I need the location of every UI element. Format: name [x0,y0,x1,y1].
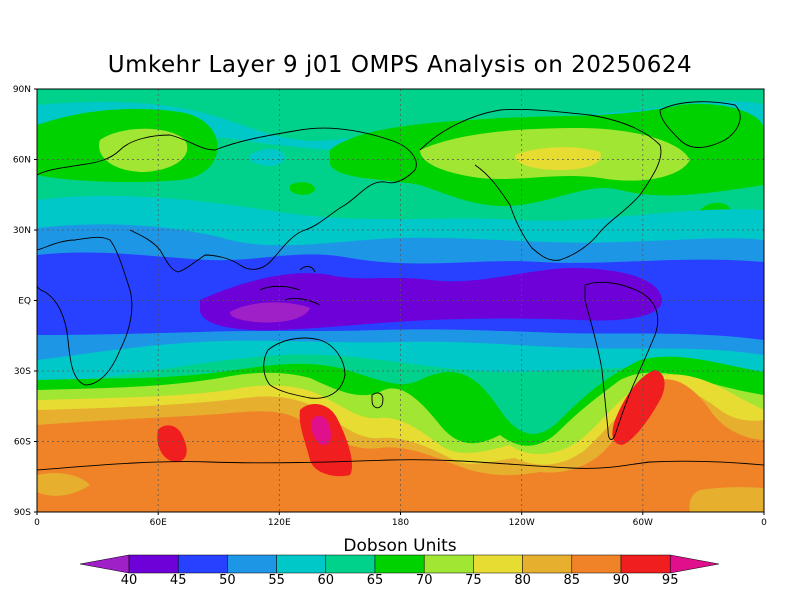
lat-tick-label: 90S [14,508,31,518]
colorbar-seg [473,554,523,574]
contour-band [157,425,187,462]
lon-axis: 0 60E 120E 180 120W 60W 0 [34,512,767,528]
coast-indonesia [259,266,321,306]
coast-greenland [659,101,741,148]
map-title: Umkehr Layer 9 j01 OMPS Analysis on 2025… [107,52,693,78]
colorbar-label: 60 [318,573,335,588]
colorbar-label: 75 [465,573,482,588]
colorbar: 40 45 50 55 60 65 70 75 80 85 90 95 [79,554,720,588]
colorbar-seg [669,554,720,574]
lat-tick-label: 30S [14,367,31,377]
lat-tick-label: 60S [14,438,31,448]
contour-band [689,487,764,512]
colorbar-label: 70 [416,573,433,588]
contour-band [99,128,188,172]
colorbar-label: 65 [367,573,384,588]
colorbar-label: 85 [564,573,581,588]
lat-tick-label: 60N [13,156,31,166]
colorbar-title: Dobson Units [343,536,457,556]
coast-asia [129,127,417,273]
contour-band [515,147,601,170]
lat-tick-label: 30N [13,226,31,236]
colorbar-seg [522,554,573,574]
colorbar-label: 40 [121,573,138,588]
contour-band [230,302,310,323]
coastlines [37,101,764,471]
colorbar-label: 50 [219,573,236,588]
colorbar-seg [128,554,179,574]
lon-tick-label: 60E [150,518,167,528]
contour-band [250,148,285,166]
colorbar-seg [79,554,130,574]
colorbar-seg [571,554,622,574]
contour-band [37,473,90,496]
colorbar-seg [177,554,228,574]
lon-tick-label: 0 [34,518,40,528]
coast-south-america [584,281,659,441]
colorbar-label: 95 [662,573,679,588]
coast-north-america [419,109,662,261]
contour-band [290,182,315,195]
colorbar-label: 90 [613,573,630,588]
colorbar-seg [276,554,327,574]
colorbar-label: 45 [170,573,187,588]
colorbar-seg [374,554,425,574]
colorbar-seg [325,554,376,574]
coast-new-zealand [371,392,384,409]
contour-band [612,370,665,445]
contour-band [311,415,331,446]
lon-tick-label: 0 [761,518,767,528]
lon-tick-label: 120E [268,518,291,528]
coast-australia [263,337,346,399]
colorbar-seg [423,554,474,574]
grid-lines [37,89,764,512]
coast-africa-europe [37,134,216,386]
colorbar-label: 55 [268,573,285,588]
colorbar-seg [227,554,277,574]
lon-tick-label: 120W [509,518,535,528]
contour-band [200,268,662,331]
lon-tick-label: 60W [633,518,653,528]
lat-tick-label: 90N [13,85,31,95]
lat-tick-label: EQ [18,297,31,307]
colorbar-label: 80 [514,573,531,588]
contour-band [37,379,764,512]
coast-antarctica [37,459,764,471]
colorbar-seg [620,554,671,574]
lon-tick-label: 180 [392,518,409,528]
lat-axis: 90N 60N 30N EQ 30S 60S 90S [13,85,37,518]
